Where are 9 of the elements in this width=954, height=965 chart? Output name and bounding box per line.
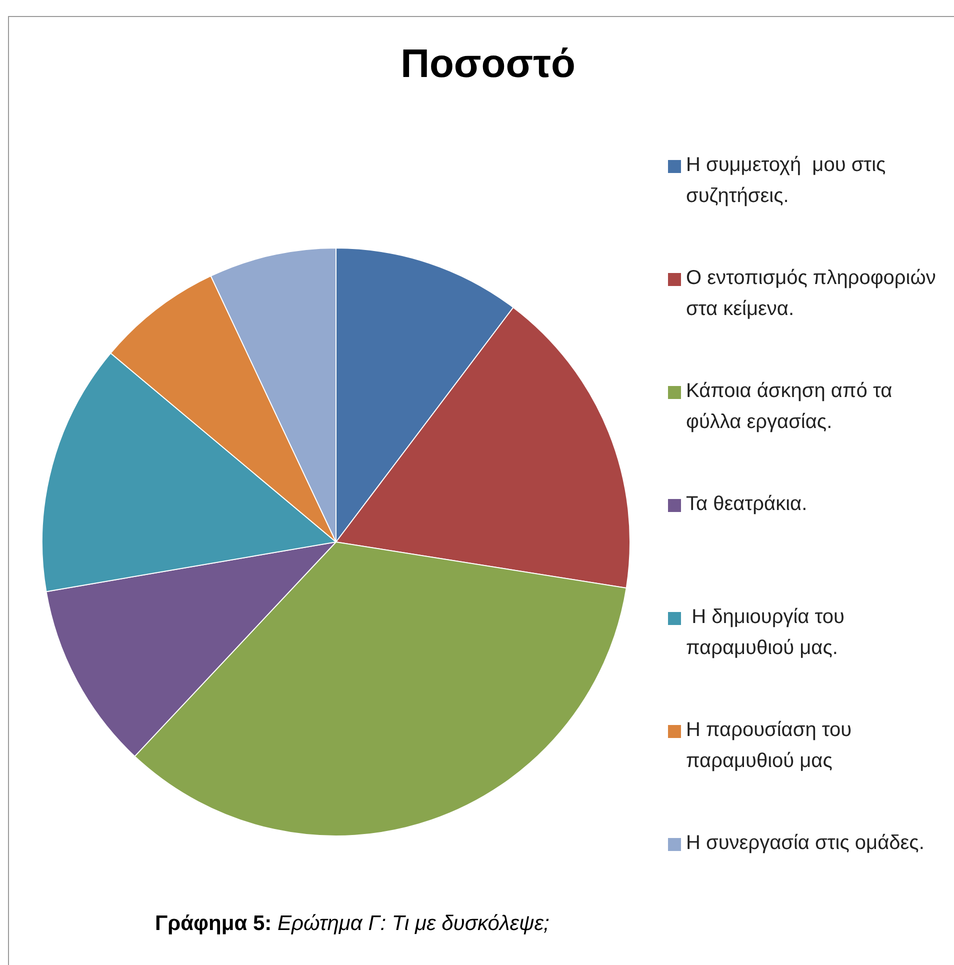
legend-label: Τα θεατράκια. (686, 492, 808, 517)
legend-label: Η δημιουργία του παραμυθιού μας. (686, 605, 846, 661)
chart-title: Ποσοστό (400, 42, 576, 87)
legend-label: Η συμμετοχή μου στις συζητήσεις. (686, 153, 887, 209)
legend-label: Κάποια άσκηση από τα φύλλα εργασίας. (686, 379, 894, 435)
legend-label: Ο εντοπισμός πληροφοριών στα κείμενα. (686, 266, 937, 322)
legend-label: Η συνεργασία στις ομάδες. (686, 831, 924, 856)
legend-label: Η παρουσίαση του παραμυθιού μας (686, 718, 853, 774)
text: Γράφημα 5: Ερώτημα Γ: Τι με δυσκόλεψε; (155, 912, 550, 935)
